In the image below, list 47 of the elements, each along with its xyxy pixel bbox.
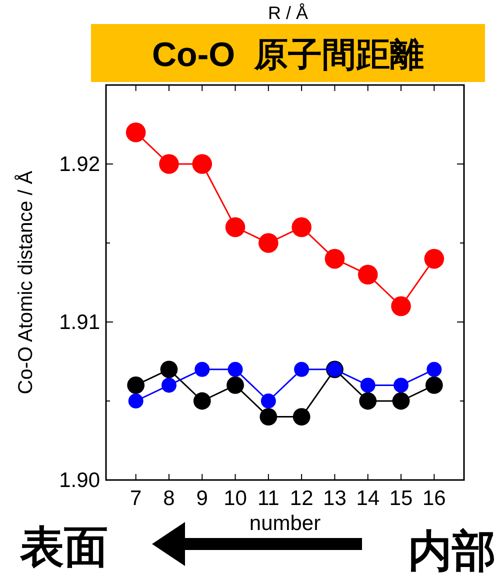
chart-title: Co-O 原子間距離 (152, 36, 424, 74)
x-tick-label: 13 (323, 487, 346, 510)
point (424, 248, 444, 269)
point (194, 362, 210, 377)
text: 表面 (19, 523, 108, 572)
point (161, 378, 176, 393)
point (359, 392, 377, 410)
text: R / Å (268, 3, 308, 23)
point (426, 362, 442, 377)
y-tick-label: 1.92 (59, 153, 100, 176)
x-tick-label: 10 (224, 487, 247, 510)
point (228, 362, 243, 377)
point (258, 233, 278, 253)
point (193, 392, 211, 410)
point (160, 360, 178, 378)
point (192, 154, 212, 174)
x-tick-label: 8 (163, 487, 175, 510)
point (292, 217, 312, 238)
y-tick-label: 1.91 (59, 311, 100, 334)
point (358, 264, 378, 284)
y-axis-title: Co-O Atomic distance / Å (14, 170, 37, 394)
point (225, 217, 246, 238)
text: 内部 (408, 527, 496, 576)
x-tick-label: 9 (196, 487, 208, 510)
x-tick-label: 7 (130, 487, 142, 510)
point (294, 362, 310, 377)
x-tick-label: 12 (290, 487, 314, 510)
point (292, 408, 310, 426)
point (260, 408, 278, 426)
point (391, 296, 411, 316)
point (128, 394, 144, 408)
point (159, 154, 179, 174)
point (360, 378, 376, 393)
point (260, 394, 276, 408)
point (392, 392, 410, 410)
point (394, 378, 409, 393)
point (127, 376, 145, 394)
x-tick-label: 11 (258, 487, 280, 510)
x-tick-label: 14 (356, 487, 380, 510)
point (126, 122, 146, 142)
point (226, 376, 244, 394)
point (324, 248, 345, 269)
x-axis-title: number (249, 512, 321, 535)
x-tick-label: 15 (389, 487, 413, 510)
x-tick-label: 16 (422, 487, 446, 510)
y-tick-label: 1.90 (59, 469, 100, 492)
point (425, 376, 443, 394)
